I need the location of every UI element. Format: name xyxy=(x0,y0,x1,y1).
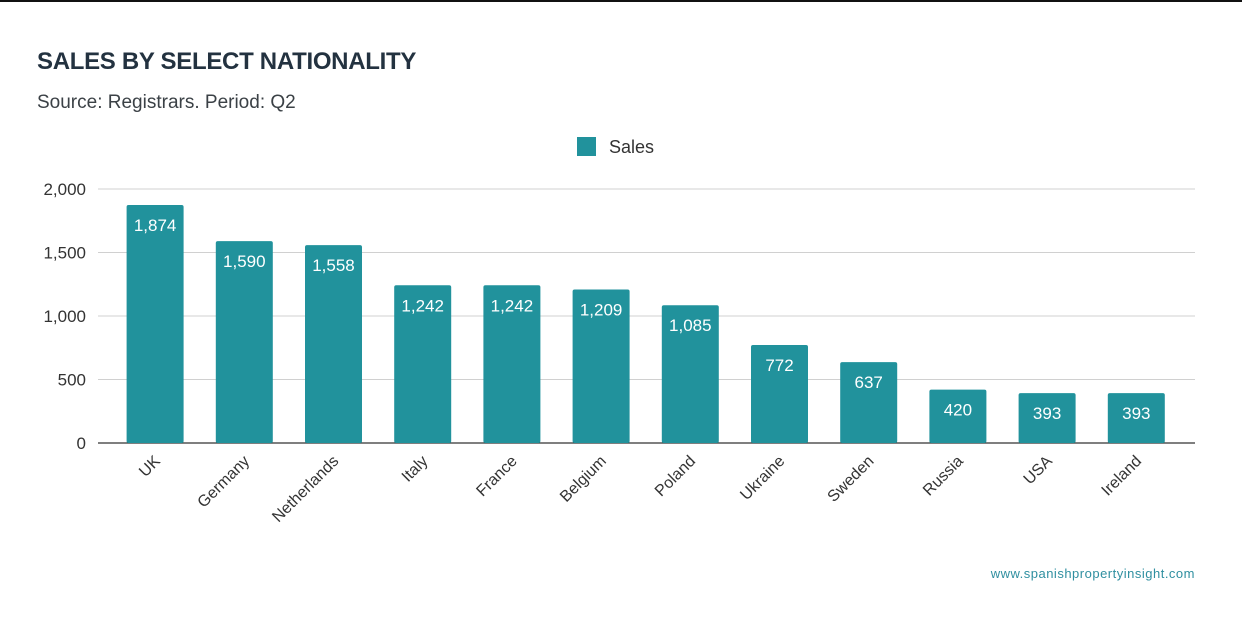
x-tick-label: Belgium xyxy=(557,453,610,506)
bar-ireland xyxy=(1107,393,1165,443)
x-tick-label: Ukraine xyxy=(737,453,788,504)
data-label: 393 xyxy=(1033,404,1061,423)
y-tick-label: 1,500 xyxy=(43,244,86,263)
bar-germany xyxy=(215,241,273,443)
bar-uk xyxy=(126,205,184,443)
x-tick-label: Netherlands xyxy=(269,453,342,526)
bar-france xyxy=(483,285,541,443)
data-label: 1,558 xyxy=(312,256,355,275)
bar-netherlands xyxy=(305,245,362,443)
chart-title: SALES BY SELECT NATIONALITY xyxy=(37,48,417,75)
y-tick-label: 1,000 xyxy=(43,307,86,326)
data-label: 1,874 xyxy=(134,216,177,235)
x-tick-label: France xyxy=(473,453,520,500)
data-label: 637 xyxy=(855,373,883,392)
legend-label: Sales xyxy=(609,137,654,157)
bar-ukraine xyxy=(751,344,808,443)
data-label: 1,242 xyxy=(491,296,534,315)
y-tick-label: 0 xyxy=(77,434,86,453)
x-tick-label: Germany xyxy=(195,453,254,512)
chart-subtitle: Source: Registrars. Period: Q2 xyxy=(37,92,296,113)
x-tick-label: Russia xyxy=(920,453,967,500)
bar-russia xyxy=(929,389,987,443)
website-credit: www.spanishpropertyinsight.com xyxy=(990,566,1195,581)
data-label: 393 xyxy=(1122,404,1150,423)
data-label: 420 xyxy=(944,401,972,420)
bar-belgium xyxy=(572,289,630,443)
x-tick-label: Ireland xyxy=(1099,453,1146,500)
data-label: 1,085 xyxy=(669,316,712,335)
x-tick-label: Sweden xyxy=(825,453,878,506)
x-tick-label: Italy xyxy=(399,453,432,486)
x-tick-label: Poland xyxy=(652,453,699,500)
data-label: 1,209 xyxy=(580,300,623,319)
legend-swatch xyxy=(577,137,596,156)
bar-sweden xyxy=(840,362,898,443)
top-border xyxy=(0,0,1242,2)
data-label: 1,242 xyxy=(401,296,444,315)
x-tick-label: USA xyxy=(1021,453,1057,489)
bar-poland xyxy=(661,305,719,443)
bar-usa xyxy=(1018,393,1076,443)
y-tick-label: 500 xyxy=(58,371,86,390)
y-tick-label: 2,000 xyxy=(43,180,86,199)
x-tick-label: UK xyxy=(136,453,164,481)
data-label: 772 xyxy=(765,356,793,375)
data-label: 1,590 xyxy=(223,252,266,271)
bar-italy xyxy=(394,285,452,443)
